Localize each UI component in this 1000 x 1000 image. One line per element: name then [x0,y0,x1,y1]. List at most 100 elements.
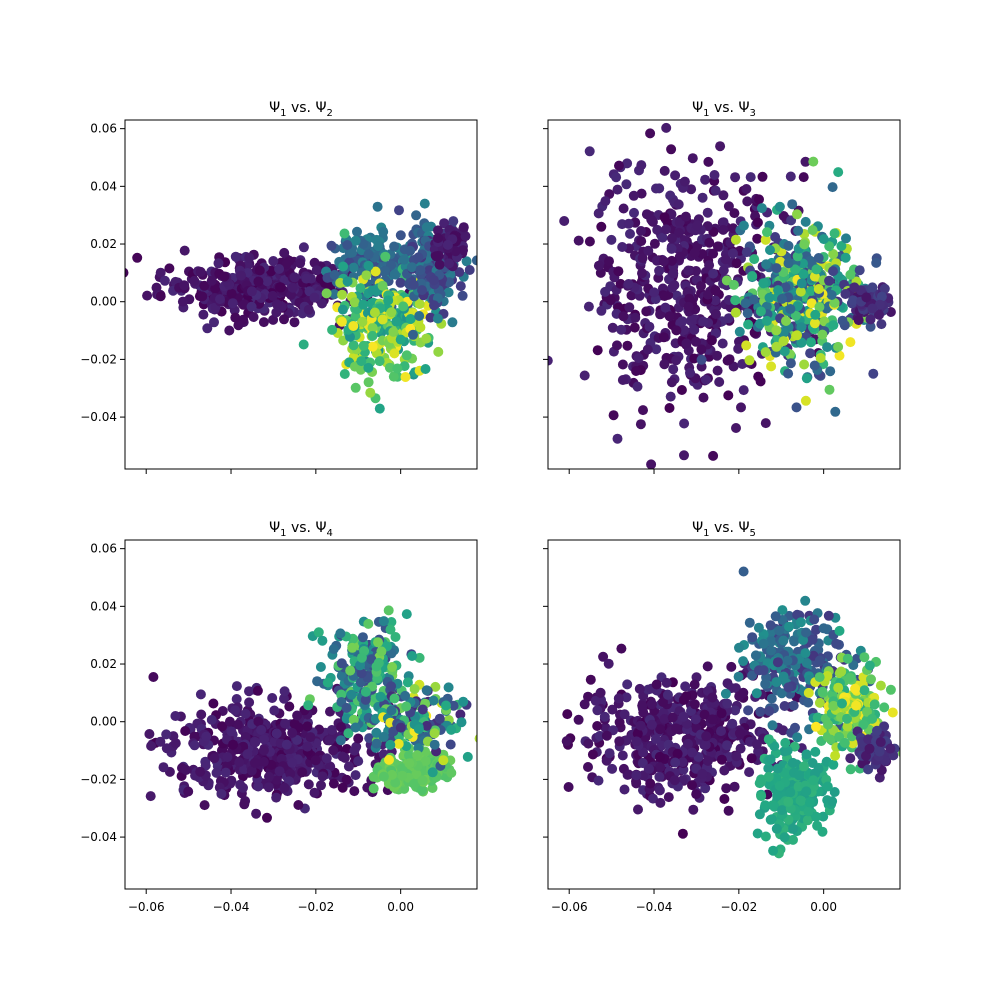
scatter-point [268,256,279,266]
scatter-point [689,247,700,258]
scatter-point [231,694,242,704]
scatter-point [377,280,388,291]
scatter-point [774,780,785,791]
scatter-point [719,765,730,776]
scatter-point [164,263,175,274]
scatter-point [666,377,677,388]
scatter-point [772,657,783,668]
scatter-point [863,764,874,775]
scatter-point [337,289,348,300]
y-tick-label: −0.04 [80,410,117,424]
scatter-point [770,611,781,622]
scatter-point [824,241,835,252]
scatter-point [408,279,419,290]
scatter-point [783,682,794,693]
scatter-point [646,459,657,469]
scatter-point [691,336,701,347]
scatter-point [269,705,280,716]
scatter-point [348,262,359,273]
scatter-point [738,656,749,667]
scatter-point [804,797,815,808]
scatter-point [421,685,432,696]
scatter-point [350,722,361,733]
scatter-point [839,737,850,748]
scatter-point [429,300,439,311]
scatter-point [579,699,590,710]
scatter-point [411,210,422,221]
scatter-point [215,294,225,305]
scatter-point [389,693,400,704]
scatter-point [573,714,584,725]
scatter-point [376,646,387,657]
scatter-point [704,237,715,248]
scatter-point [655,797,666,808]
scatter-point [697,768,708,779]
scatter-point [859,685,870,696]
scatter-point [584,236,595,247]
scatter-point [256,725,267,735]
scatter-point [686,184,697,195]
scatter-point [754,194,764,205]
scatter-point [654,785,665,796]
scatter-point [236,270,247,281]
scatter-points [144,605,477,823]
scatter-point [298,242,309,253]
scatter-point [623,279,634,289]
scatter-point [293,800,304,810]
scatter-point [788,834,798,845]
scatter-point [706,335,717,346]
scatter-point [751,688,762,699]
scatter-point [709,170,720,180]
scatter-point [644,763,655,774]
scatter-point [389,241,400,252]
scatter-point [347,247,358,258]
scatter-point [792,209,802,220]
scatter-point [757,171,768,182]
scatter-point [867,713,878,724]
scatter-point [198,309,209,320]
y-tick-label: 0.04 [90,599,117,613]
scatter-point [663,792,674,803]
scatter-point [805,348,816,359]
scatter-point [350,235,361,246]
scatter-point [796,337,807,348]
scatter-point [781,316,791,326]
scatter-point [271,299,282,310]
scatter-point [292,735,302,745]
scatter-point [800,648,811,659]
scatter-point [438,755,449,766]
scatter-point [170,738,181,749]
subplot-title: Ψ1 vs. Ψ2 [269,100,333,119]
scatter-point [634,683,645,694]
scatter-point [652,224,663,235]
scatter-point [785,787,796,798]
scatter-point [363,618,374,629]
scatter-point [730,295,741,306]
scatter-point [671,355,682,366]
subplot-title: Ψ1 vs. Ψ5 [692,520,756,539]
scatter-point [365,387,376,398]
scatter-point [825,734,836,745]
scatter-point [823,610,834,621]
scatter-point [279,247,290,258]
scatter-point [415,322,426,333]
scatter-point [789,636,800,647]
scatter-point [633,353,644,364]
scatter-point [595,687,606,698]
scatter-point [446,724,457,735]
scatter-point [599,711,610,722]
scatter-point [195,689,206,700]
scatter-point [386,705,397,716]
scatter-point [632,381,643,392]
scatter-point [337,304,348,315]
scatter-point [734,728,745,739]
scatter-point [234,757,245,768]
scatter-point [742,196,753,207]
scatter-point [583,301,594,312]
scatter-point [196,709,207,720]
scatter-point [161,729,172,740]
scatter-point [242,260,253,271]
scatter-point [148,672,159,682]
scatter-point [828,266,838,277]
scatter-point [696,281,706,291]
